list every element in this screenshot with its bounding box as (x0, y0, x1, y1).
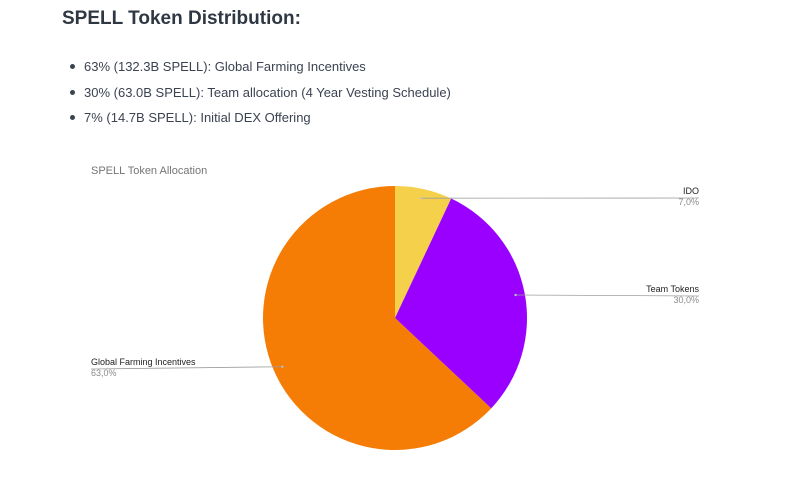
distribution-item-text: 30% (63.0B SPELL): Team allocation (4 Ye… (84, 84, 451, 100)
pie-slice-global-farming-incentives[interactable] (262, 185, 492, 451)
slice-value-label: 63,0% (91, 368, 117, 378)
slice-label: IDO (683, 186, 699, 196)
leader-line (90, 366, 283, 370)
slice-label: Global Farming Incentives (91, 357, 196, 367)
distribution-item-text: 7% (14.7B SPELL): Initial DEX Offering (84, 110, 311, 125)
distribution-item-ido: 7% (14.7B SPELL): Initial DEX Offering (68, 107, 451, 133)
leader-line (515, 294, 700, 297)
distribution-list: 63% (132.3B SPELL): Global Farming Incen… (68, 56, 451, 133)
slice-value-label: 7,0% (678, 197, 699, 207)
leader-dot (281, 365, 284, 368)
leader-dot (514, 293, 517, 297)
distribution-item-text: 63% (132.3B SPELL): Global Farming Incen… (84, 59, 366, 74)
bullet-icon (70, 64, 75, 69)
chart-title: SPELL Token Allocation (91, 165, 207, 177)
leader-dot (420, 197, 423, 200)
pie-slices (262, 185, 527, 451)
distribution-item-farming: 63% (132.3B SPELL): Global Farming Incen… (68, 56, 451, 82)
distribution-item-team: 30% (63.0B SPELL): Team allocation (4 Ye… (68, 82, 451, 108)
pie-slice-ido[interactable] (395, 186, 452, 318)
slice-value-label: 30,0% (673, 295, 699, 305)
bullet-icon (70, 89, 75, 95)
bullet-icon (70, 115, 75, 120)
slice-label: Team Tokens (646, 284, 699, 294)
pie-slice-team-tokens[interactable] (395, 198, 527, 409)
page-heading: SPELL Token Distribution: (62, 8, 301, 29)
